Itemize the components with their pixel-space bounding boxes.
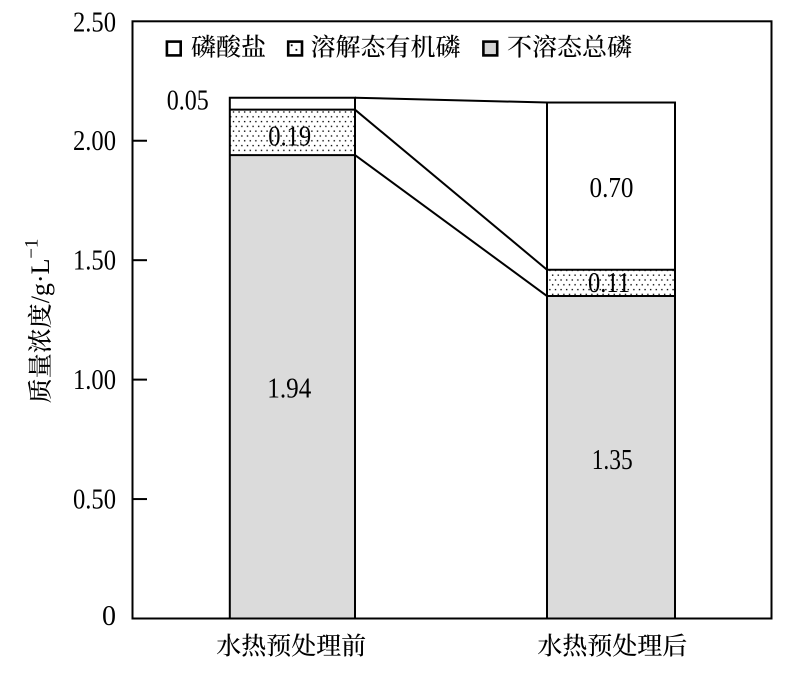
svg-text:1.94: 1.94	[267, 373, 311, 404]
svg-text:1.35: 1.35	[592, 445, 633, 476]
svg-text:0: 0	[102, 601, 116, 632]
svg-text:2.00: 2.00	[73, 126, 116, 157]
svg-text:1.50: 1.50	[73, 245, 116, 276]
svg-text:0.70: 0.70	[590, 173, 634, 204]
svg-text:1.00: 1.00	[73, 365, 116, 396]
svg-text:0.05: 0.05	[167, 85, 209, 116]
svg-text:−1: −1	[22, 239, 43, 259]
svg-text:0.19: 0.19	[268, 122, 311, 153]
svg-text:0.50: 0.50	[73, 484, 116, 515]
svg-text:0.11: 0.11	[588, 268, 630, 299]
svg-text:2.50: 2.50	[73, 8, 116, 39]
svg-text:/g·L: /g·L	[26, 259, 55, 304]
